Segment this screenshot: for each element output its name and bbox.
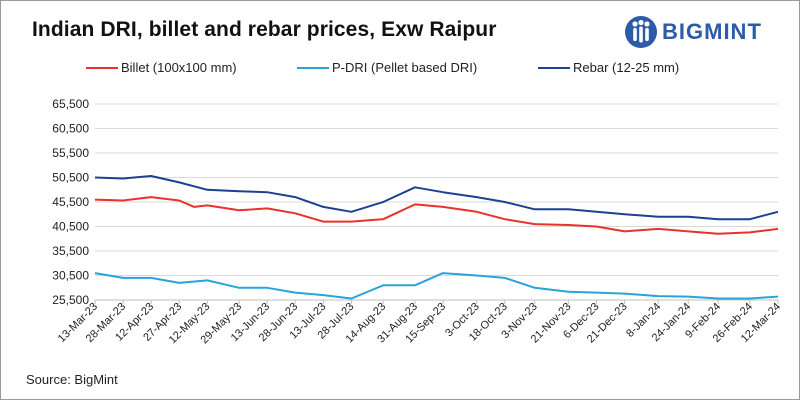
y-tick-label: 60,500: [52, 122, 89, 136]
legend-swatch-pdri: [297, 66, 329, 69]
y-tick-label: 40,500: [52, 220, 89, 234]
y-tick-label: 55,500: [52, 146, 89, 160]
y-axis: 25,500 30,500 35,500 40,500 45,500 50,500 55,5…: [52, 97, 89, 307]
bigmint-people-icon: [625, 16, 657, 48]
y-tick-label: 65,500: [52, 97, 89, 111]
brand-logo: BIGMINT: [624, 10, 784, 54]
y-tick-label: 25,500: [52, 293, 89, 307]
source-note: Source: BigMint: [26, 372, 118, 387]
gridlines: [95, 103, 778, 301]
legend-swatch-billet: [86, 66, 118, 69]
chart-title: Indian DRI, billet and rebar prices, Exw…: [32, 18, 497, 41]
y-tick-label: 50,500: [52, 171, 89, 185]
logo-text: BIGMINT: [662, 19, 762, 44]
legend-label-billet: Billet (100x100 mm): [121, 60, 237, 75]
series-lines: [94, 175, 779, 300]
series-line-rebar: [94, 175, 779, 221]
legend-item-pdri: P-DRI (Pellet based DRI): [297, 60, 477, 75]
legend-item-rebar: Rebar (12-25 mm): [538, 60, 679, 75]
y-tick-label: 30,500: [52, 269, 89, 283]
legend-label-pdri: P-DRI (Pellet based DRI): [332, 60, 478, 75]
x-axis: 13-Mar-2328-Mar-2312-Apr-2327-Apr-2312-M…: [56, 299, 783, 346]
legend-label-rebar: Rebar (12-25 mm): [573, 60, 680, 75]
y-tick-label: 45,500: [52, 195, 89, 209]
legend: Billet (100x100 mm) P-DRI (Pellet based …: [0, 60, 800, 80]
series-line-pdri: [94, 272, 779, 300]
legend-item-billet: Billet (100x100 mm): [86, 60, 237, 75]
y-tick-label: 35,500: [52, 244, 89, 258]
series-line-billet: [94, 196, 779, 235]
legend-swatch-rebar: [538, 66, 570, 69]
